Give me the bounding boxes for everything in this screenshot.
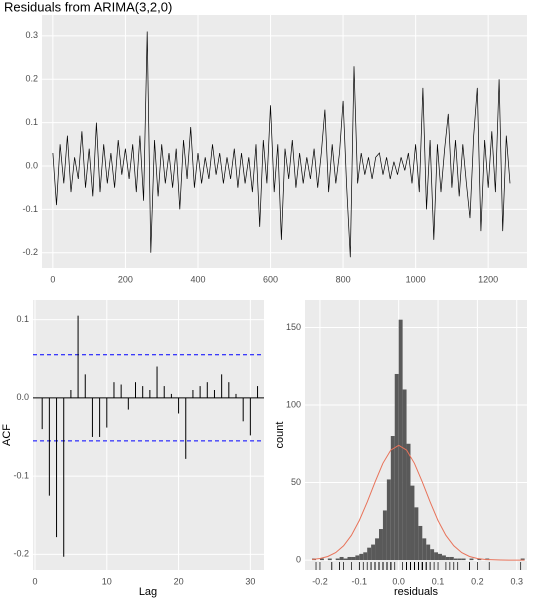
x-tick-label: -0.1 [352,576,368,586]
y-tick-label: -0.2 [22,247,38,257]
residual-line [52,31,511,258]
y-tick-label: 150 [286,322,301,332]
histogram-bar [520,558,525,561]
x-tick-label: 20 [174,576,184,586]
y-tick-label: 50 [291,477,301,487]
histogram-bar [477,558,482,561]
histogram-bar [461,558,466,561]
histogram-bar [422,538,427,561]
y-tick-label: 0.0 [16,392,29,402]
x-tick-label: 0 [33,576,38,586]
histogram-bar [343,558,348,561]
x-tick-label: 200 [118,274,133,284]
histogram-bar [327,558,332,561]
y-axis-title: count [274,422,286,449]
x-tick-label: -0.2 [312,576,328,586]
y-tick-label: 0.1 [16,314,29,324]
y-axis-title: ACF [1,424,13,446]
y-tick-label: 100 [286,399,301,409]
y-tick-label: -0.1 [13,470,29,480]
histogram-bar [379,529,383,561]
histogram-bar [457,558,462,561]
histogram-bar [363,552,368,561]
histogram-bar [367,547,372,561]
histogram-bar [445,556,450,561]
x-tick-label: 400 [190,274,205,284]
x-tick-label: 30 [245,576,255,586]
chart-title: Residuals from ARIMA(3,2,0) [4,0,172,14]
x-tick-label: 0.3 [511,576,524,586]
histogram-bar [453,558,458,561]
histogram-bar [398,319,403,561]
histogram-bar [339,556,344,561]
x-tick-label: 800 [336,274,351,284]
plot-background [33,300,264,570]
x-tick-label: 1200 [478,274,498,284]
histogram-bar [434,552,439,561]
x-tick-label: 1000 [406,274,426,284]
histogram-bar [426,544,431,561]
x-axis-title: residuals [394,586,439,598]
histogram-bar [351,556,356,561]
histogram-bar [382,510,387,561]
histogram-bar [371,544,376,561]
histogram-bar [406,443,411,561]
histogram-bar [335,558,340,561]
x-axis-title: Lag [139,586,157,598]
y-tick-label: 0 [296,554,301,564]
histogram-bar [414,507,419,561]
histogram-bar [438,553,442,561]
y-tick-label: 0.1 [25,117,38,127]
x-tick-label: 10 [102,576,112,586]
histogram-bar [319,558,324,561]
normal-curve [312,444,525,561]
x-tick-label: 0 [50,274,55,284]
x-tick-label: 0.1 [432,576,445,586]
histogram-bar [410,485,415,561]
histogram-bar [469,558,474,561]
histogram-bar [375,538,379,561]
histogram-bar [390,436,395,561]
histogram-bar [449,556,454,561]
histogram-bar [359,553,364,561]
histogram-bar [394,373,399,561]
x-tick-label: 600 [263,274,278,284]
plot-background [42,15,527,268]
y-tick-label: -0.1 [22,204,38,214]
x-tick-label: 0.0 [392,576,405,586]
x-tick-label: 0.2 [471,576,484,586]
histogram-bar [355,555,360,561]
y-tick-label: 0.0 [25,160,38,170]
y-tick-label: 0.3 [25,30,38,40]
histogram-bar [430,549,435,561]
histogram-bar [418,525,423,561]
y-tick-label: 0.2 [25,74,38,84]
histogram-bar [441,555,446,561]
histogram-bar [386,479,391,561]
histogram-bar [347,556,352,561]
y-tick-label: -0.2 [13,549,29,559]
histogram-bar [402,389,407,561]
